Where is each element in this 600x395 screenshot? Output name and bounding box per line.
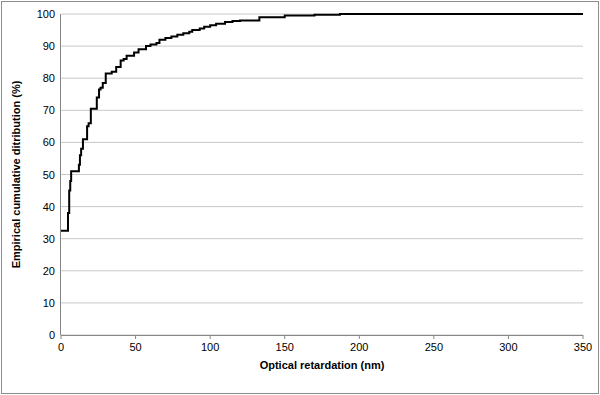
grid-line [61, 270, 583, 271]
y-tick-label: 50 [43, 169, 55, 181]
y-tick-label: 70 [43, 104, 55, 116]
y-tick-label: 20 [43, 265, 55, 277]
x-tick-label: 300 [499, 341, 517, 353]
x-axis [61, 335, 583, 336]
grid-line [61, 238, 583, 239]
y-tick-label: 0 [49, 329, 55, 341]
chart: 0 10 20 30 40 50 60 70 80 90 100 0 50 100 150 200 250 300… [0, 0, 600, 395]
chart-frame [2, 2, 599, 394]
cdf-line [61, 14, 583, 231]
x-axis-title: Optical retardation (nm) [260, 359, 385, 371]
y-tick-label: 10 [43, 297, 55, 309]
x-tick-label: 150 [276, 341, 294, 353]
grid-line [61, 78, 583, 79]
x-tick-label: 0 [58, 341, 64, 353]
y-tick-label: 100 [37, 8, 55, 20]
y-tick-label: 30 [43, 233, 55, 245]
grid-line [61, 174, 583, 175]
plot-area [61, 14, 583, 231]
x-tick-label: 50 [129, 341, 141, 353]
grid-line [61, 335, 583, 336]
grid-line [61, 46, 583, 47]
x-tick-label: 100 [201, 341, 219, 353]
grid-line [61, 142, 583, 143]
y-tick-label: 80 [43, 72, 55, 84]
y-axis [60, 14, 61, 335]
y-axis-title: Empirical cumulative ditribution (%) [10, 80, 22, 268]
y-tick-label: 90 [43, 40, 55, 52]
grid-line [61, 206, 583, 207]
y-tick-label: 40 [43, 201, 55, 213]
grid-line [61, 302, 583, 303]
y-tick-label: 60 [43, 136, 55, 148]
x-tick-label: 250 [425, 341, 443, 353]
x-tick-label: 350 [574, 341, 592, 353]
x-tick-label: 200 [350, 341, 368, 353]
grid-line [61, 110, 583, 111]
